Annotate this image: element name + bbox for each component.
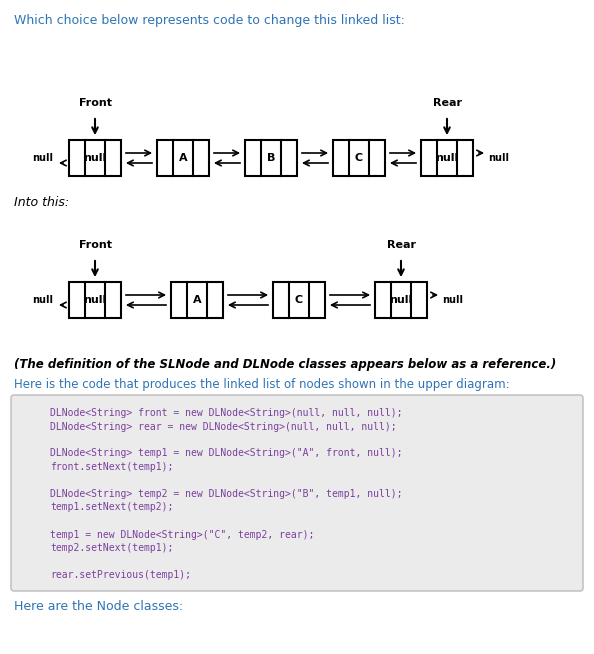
Text: null: null	[33, 153, 53, 163]
Text: null: null	[435, 153, 459, 163]
Text: B: B	[267, 153, 275, 163]
Text: rear.setPrevious(temp1);: rear.setPrevious(temp1);	[50, 570, 191, 580]
FancyBboxPatch shape	[11, 395, 583, 591]
Text: Here is the code that produces the linked list of nodes shown in the upper diagr: Here is the code that produces the linke…	[14, 378, 510, 391]
Text: Front: Front	[78, 98, 112, 108]
Bar	[421, 140, 473, 176]
Bar	[69, 140, 121, 176]
Bar	[69, 282, 121, 318]
Text: temp1.setNext(temp2);: temp1.setNext(temp2);	[50, 502, 173, 513]
Text: C: C	[295, 295, 303, 305]
Text: A: A	[179, 153, 187, 163]
Text: DLNode<String> temp2 = new DLNode<String>("B", temp1, null);: DLNode<String> temp2 = new DLNode<String…	[50, 489, 403, 499]
Text: null: null	[488, 153, 510, 163]
Bar	[375, 282, 427, 318]
Text: Rear: Rear	[432, 98, 462, 108]
Text: Here are the Node classes:: Here are the Node classes:	[14, 600, 183, 613]
Text: A: A	[192, 295, 201, 305]
Text: Into this:: Into this:	[14, 196, 69, 209]
Text: null: null	[83, 295, 107, 305]
Text: DLNode<String> temp1 = new DLNode<String>("A", front, null);: DLNode<String> temp1 = new DLNode<String…	[50, 449, 403, 458]
Text: null: null	[33, 295, 53, 305]
Text: DLNode<String> rear = new DLNode<String>(null, null, null);: DLNode<String> rear = new DLNode<String>…	[50, 421, 397, 432]
Bar	[333, 140, 385, 176]
Text: Front: Front	[78, 240, 112, 250]
Text: Which choice below represents code to change this linked list:: Which choice below represents code to ch…	[14, 14, 405, 27]
Text: Rear: Rear	[387, 240, 415, 250]
Text: (The definition of the SLNode and DLNode classes appears below as a reference.): (The definition of the SLNode and DLNode…	[14, 358, 556, 371]
Text: null: null	[390, 295, 413, 305]
Text: front.setNext(temp1);: front.setNext(temp1);	[50, 462, 173, 472]
Bar	[245, 140, 297, 176]
Text: null: null	[83, 153, 107, 163]
Text: null: null	[443, 295, 463, 305]
Bar	[273, 282, 325, 318]
Text: temp2.setNext(temp1);: temp2.setNext(temp1);	[50, 543, 173, 553]
Bar	[171, 282, 223, 318]
Bar	[157, 140, 209, 176]
Text: C: C	[355, 153, 363, 163]
Text: temp1 = new DLNode<String>("C", temp2, rear);: temp1 = new DLNode<String>("C", temp2, r…	[50, 530, 314, 540]
Text: DLNode<String> front = new DLNode<String>(null, null, null);: DLNode<String> front = new DLNode<String…	[50, 408, 403, 418]
